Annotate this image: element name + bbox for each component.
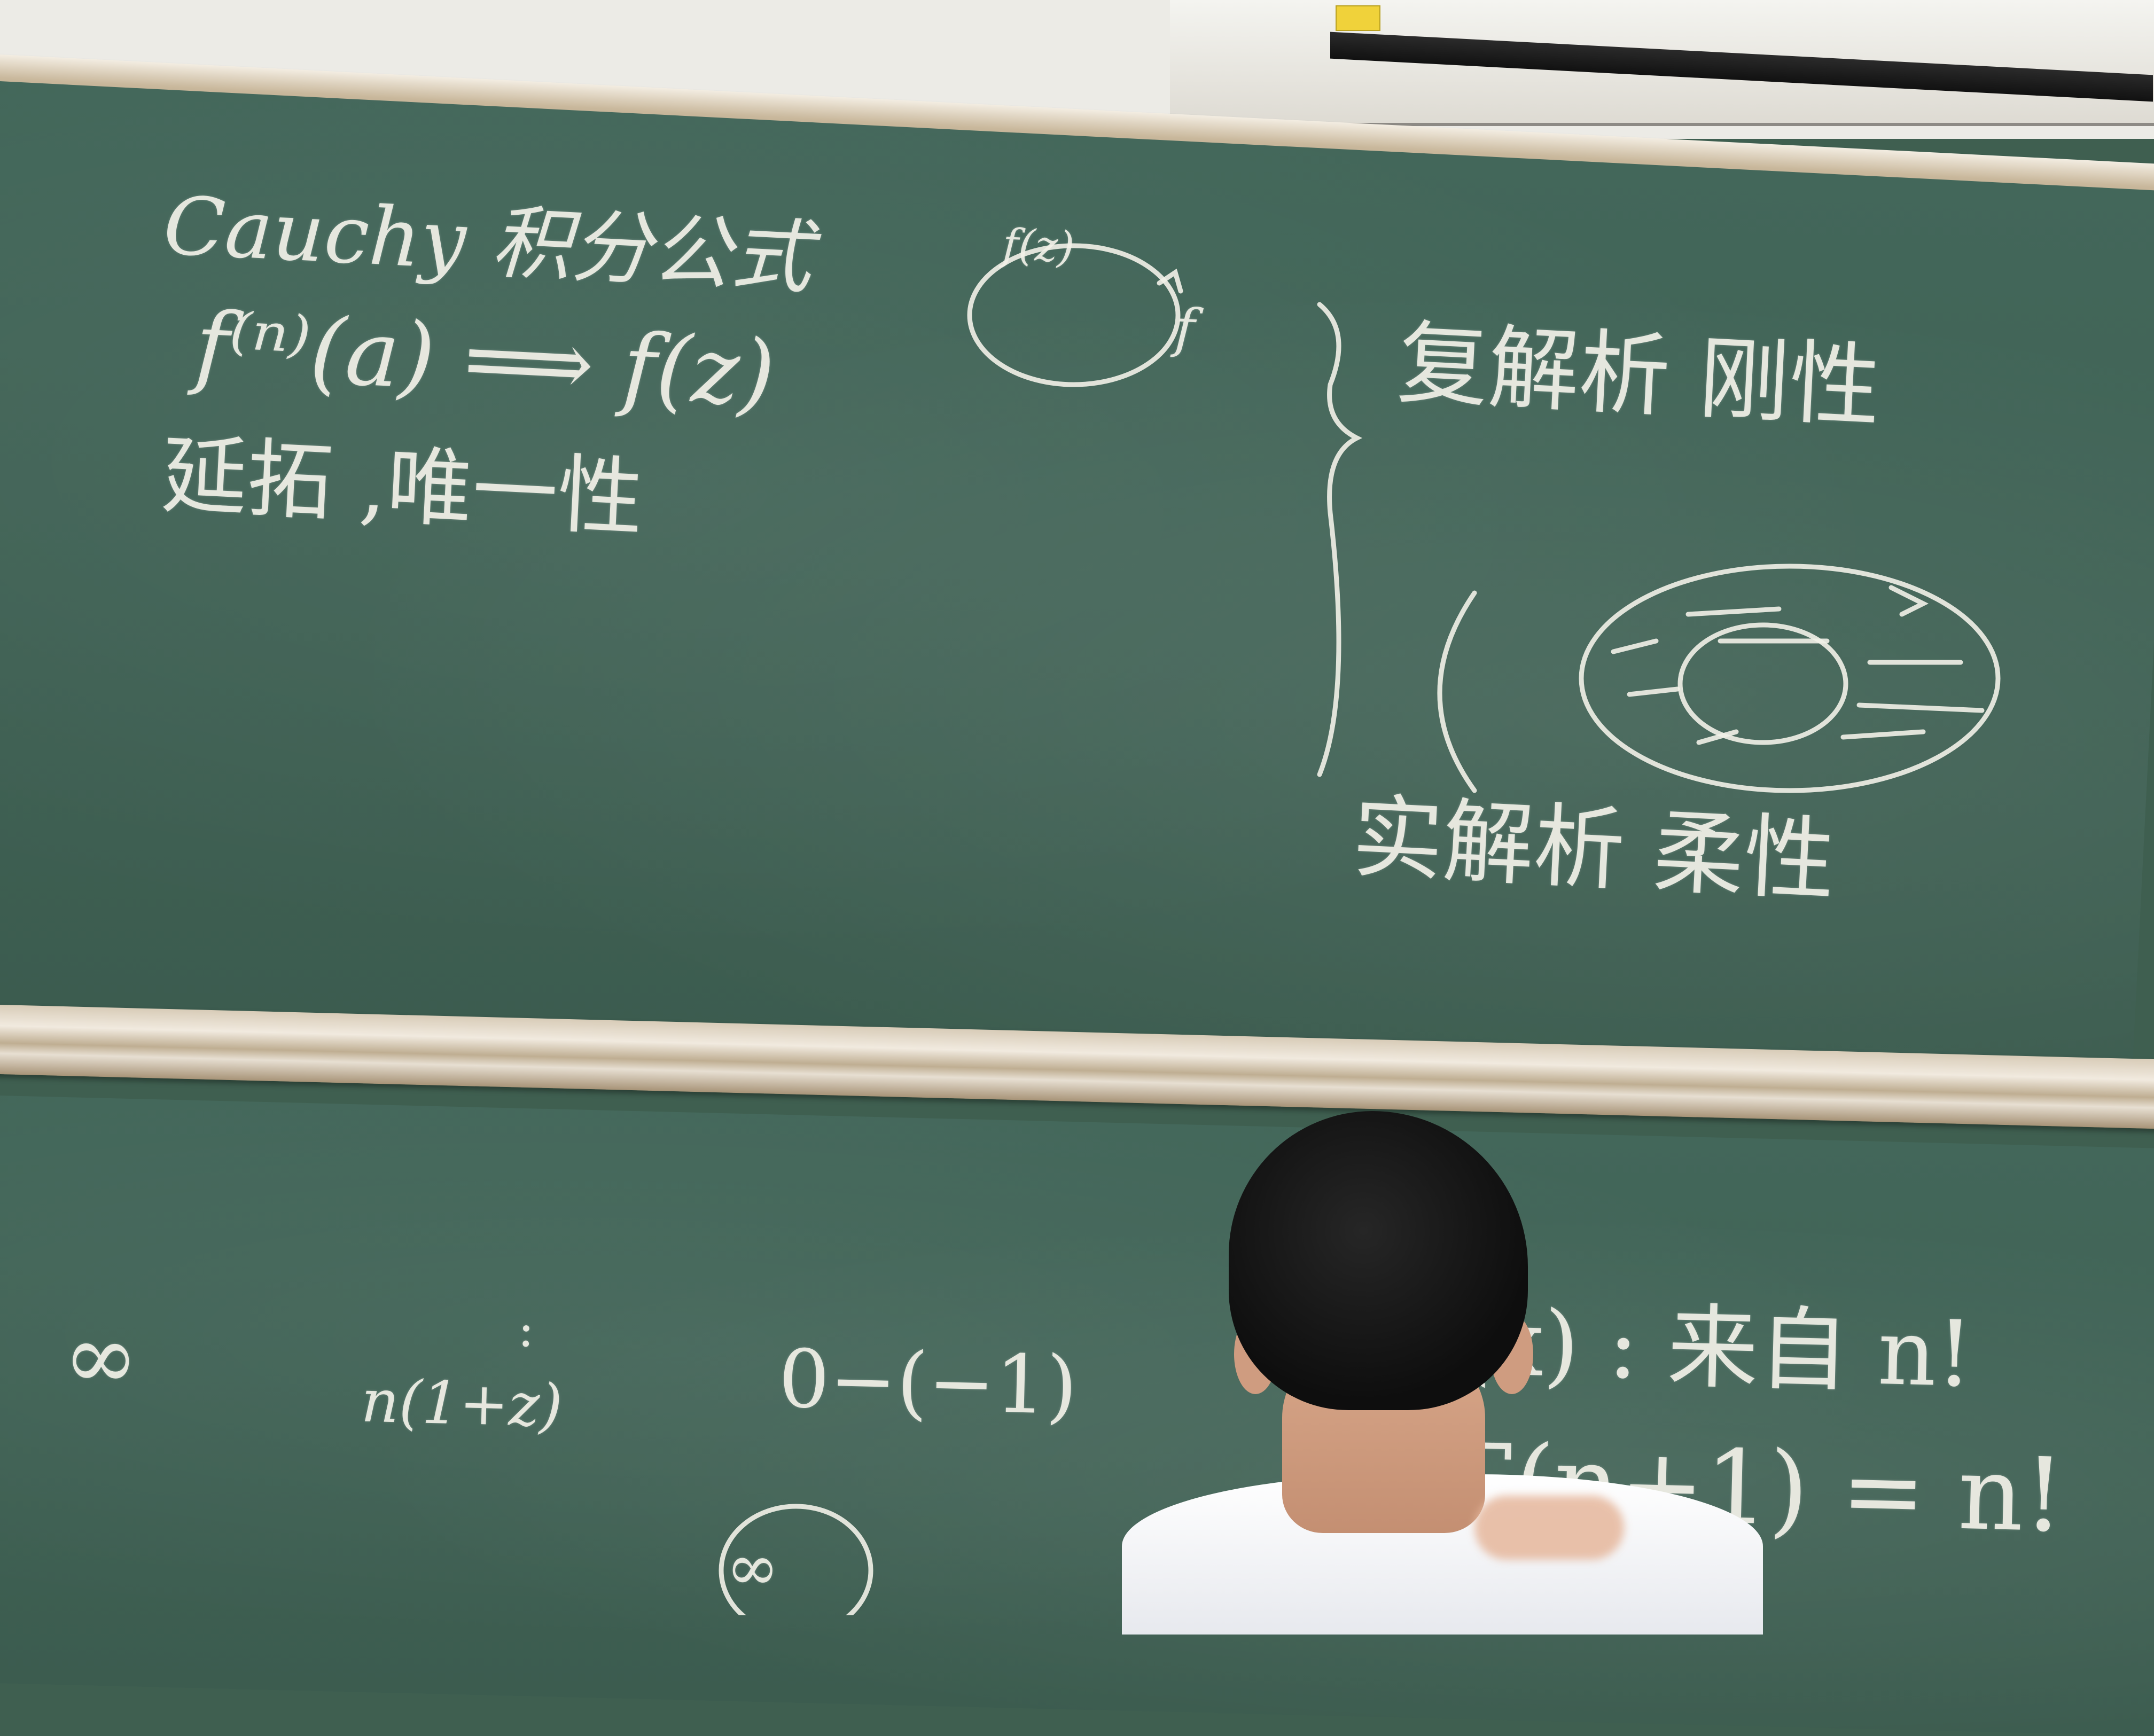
projector-screen-housing xyxy=(1170,0,2154,126)
hair-head xyxy=(1229,1111,1528,1410)
right-brace xyxy=(1317,302,1363,777)
outer-domain-ellipse xyxy=(1579,564,2001,793)
hand xyxy=(1474,1496,1624,1560)
flow-line-3 xyxy=(1611,638,1963,665)
outer-ellipse-arrow xyxy=(1888,585,1929,617)
flow-line-1 xyxy=(1685,606,1830,644)
flow-line-2 xyxy=(1627,686,1985,745)
lower-circle xyxy=(719,1504,873,1615)
small-circle-fz xyxy=(967,243,1181,387)
chalk-drawings xyxy=(719,243,2001,1615)
warning-label xyxy=(1336,5,1380,31)
inner-disk-ellipse xyxy=(1677,622,1848,745)
left-arc xyxy=(1437,590,1477,793)
student-figure xyxy=(1122,1111,1763,1635)
small-circle-arrow xyxy=(1157,268,1183,294)
